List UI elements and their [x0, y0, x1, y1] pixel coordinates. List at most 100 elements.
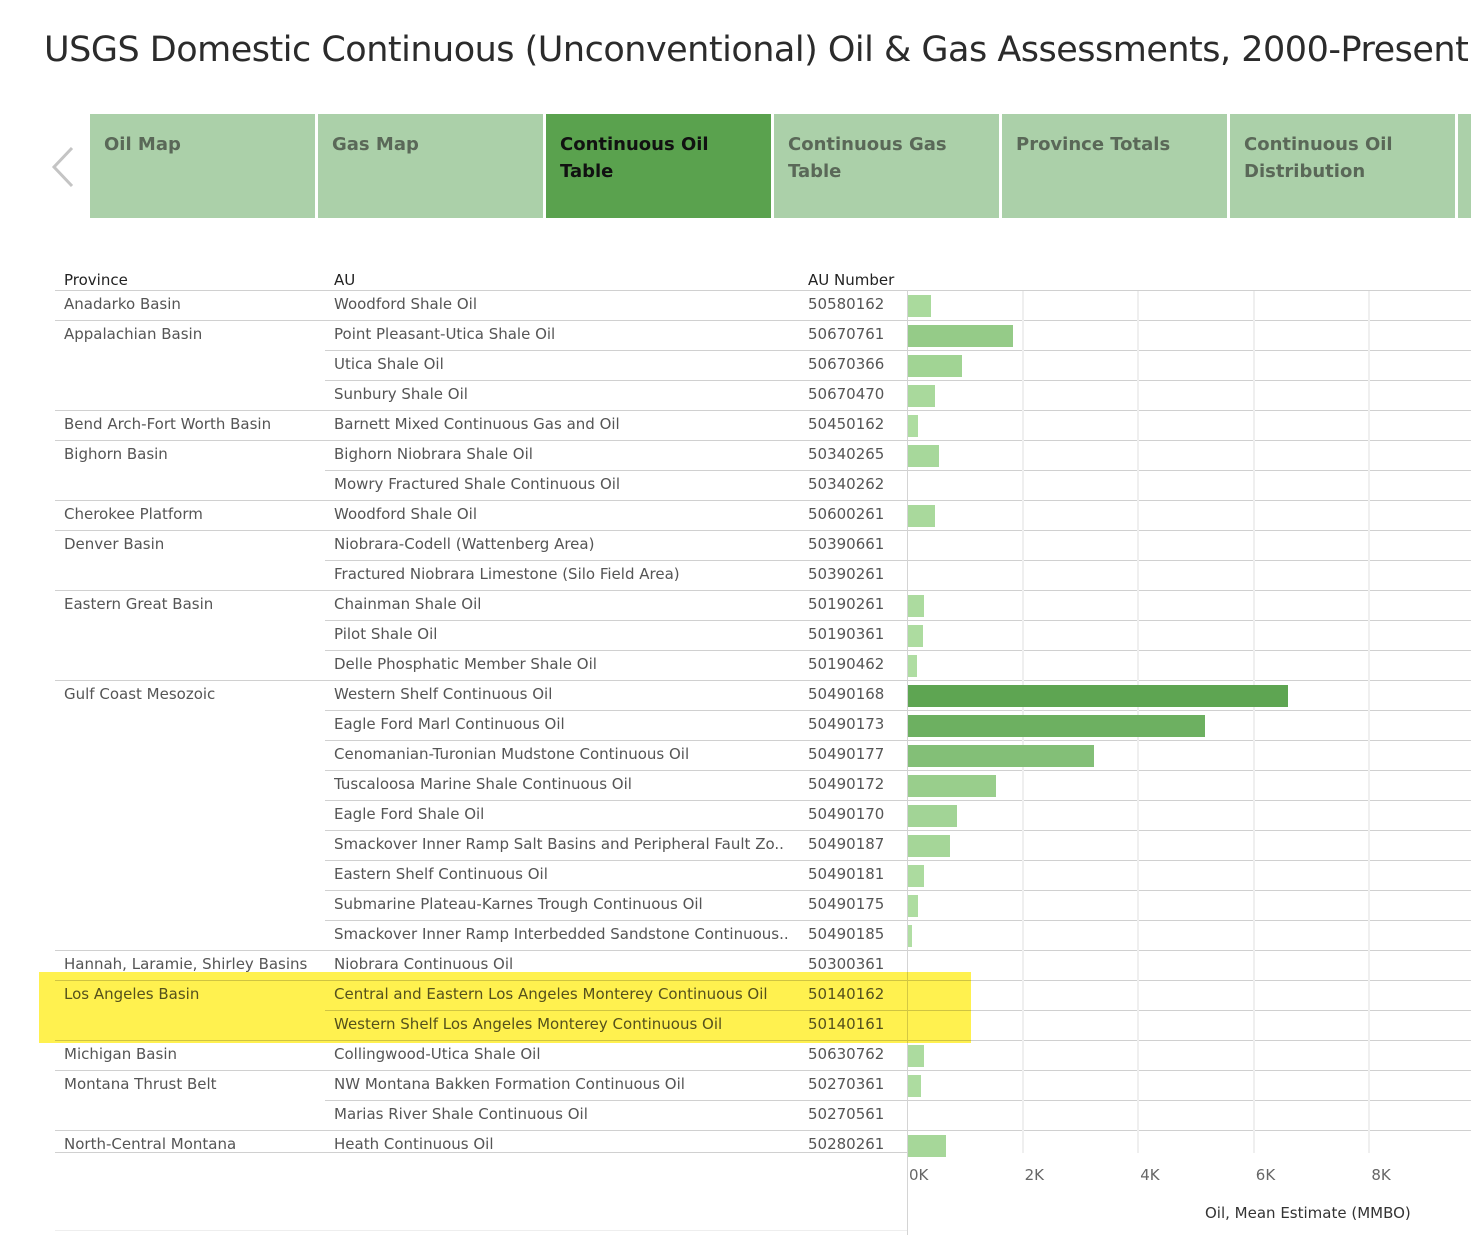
bar-50270361[interactable] [908, 1075, 922, 1097]
bar-50600261[interactable] [908, 505, 935, 527]
row-divider [55, 500, 1471, 501]
row-divider [325, 920, 1471, 921]
au-cell: Pilot Shale Oil [334, 625, 438, 643]
y-axis-line [907, 290, 908, 1235]
au-cell: Eastern Shelf Continuous Oil [334, 865, 548, 883]
row-divider [55, 410, 1471, 411]
tab-more[interactable] [1458, 114, 1471, 218]
x-axis-title: Oil, Mean Estimate (MMBO) [1205, 1204, 1411, 1222]
row-divider [325, 470, 1471, 471]
chevron-left-icon[interactable] [48, 144, 78, 190]
row-divider [55, 950, 1471, 951]
au-cell: Barnett Mixed Continuous Gas and Oil [334, 415, 620, 433]
row-divider [325, 830, 1471, 831]
bar-50340265[interactable] [908, 445, 940, 467]
tab-label: Continuous Oil Table [560, 134, 709, 182]
au-number-cell: 50340265 [808, 445, 885, 463]
row-divider [325, 710, 1471, 711]
x-tick-label: 6K [1255, 1166, 1276, 1184]
bar-50670366[interactable] [908, 355, 962, 377]
tab-label: Gas Map [332, 134, 419, 155]
au-number-cell: 50270561 [808, 1105, 885, 1123]
au-cell: Western Shelf Continuous Oil [334, 685, 553, 703]
bar-50490172[interactable] [908, 775, 996, 797]
header-province: Province [64, 271, 128, 289]
province-cell: Bend Arch-Fort Worth Basin [64, 415, 272, 433]
bar-50490170[interactable] [908, 805, 958, 827]
au-cell: Tuscaloosa Marine Shale Continuous Oil [334, 775, 632, 793]
au-number-cell: 50670366 [808, 355, 885, 373]
row-divider [325, 1100, 1471, 1101]
bar-50580162[interactable] [908, 295, 931, 317]
province-cell: Eastern Great Basin [64, 595, 214, 613]
province-cell: Hannah, Laramie, Shirley Basins [64, 955, 308, 973]
bar-50630762[interactable] [908, 1045, 925, 1067]
bar-50450162[interactable] [908, 415, 919, 437]
row-divider [55, 1130, 1471, 1131]
row-divider [325, 770, 1471, 771]
au-number-cell: 50630762 [808, 1045, 885, 1063]
au-number-cell: 50300361 [808, 955, 885, 973]
tab-continuous-oil-table[interactable]: Continuous Oil Table [546, 114, 771, 218]
row-divider [55, 1070, 1471, 1071]
row-divider [55, 440, 1471, 441]
bar-50490173[interactable] [908, 715, 1206, 737]
bar-50280261[interactable] [908, 1135, 946, 1157]
tab-province-totals[interactable]: Province Totals [1002, 114, 1227, 218]
au-number-cell: 50190361 [808, 625, 885, 643]
row-divider [325, 560, 1471, 561]
au-cell: Smackover Inner Ramp Interbedded Sandsto… [334, 925, 789, 943]
row-divider [325, 740, 1471, 741]
province-cell: Michigan Basin [64, 1045, 177, 1063]
au-cell: Heath Continuous Oil [334, 1135, 494, 1153]
tab-continuous-gas-table[interactable]: Continuous Gas Table [774, 114, 999, 218]
bar-50190462[interactable] [908, 655, 917, 677]
x-tick-label: 4K [1140, 1166, 1160, 1184]
province-cell: North-Central Montana [64, 1135, 237, 1153]
province-cell: Appalachian Basin [64, 325, 203, 343]
au-cell: Woodford Shale Oil [334, 505, 478, 523]
au-number-cell: 50390661 [808, 535, 885, 553]
x-tick-label: 8K [1371, 1166, 1391, 1184]
au-number-cell: 50490173 [808, 715, 885, 733]
row-divider [325, 350, 1471, 351]
bar-50490177[interactable] [908, 745, 1095, 767]
bar-50490185[interactable] [908, 925, 913, 947]
bar-50490168[interactable] [908, 685, 1288, 707]
tab-continuous-oil-distribution[interactable]: Continuous Oil Distribution [1230, 114, 1455, 218]
bar-50490175[interactable] [908, 895, 919, 917]
row-divider [55, 590, 1471, 591]
highlight-los-angeles-basin [39, 972, 971, 1043]
province-cell: Bighorn Basin [64, 445, 168, 463]
footer-border [55, 1230, 907, 1231]
au-number-cell: 50580162 [808, 295, 885, 313]
au-cell: Mowry Fractured Shale Continuous Oil [334, 475, 621, 493]
au-cell: Niobrara-Codell (Wattenberg Area) [334, 535, 595, 553]
au-cell: Smackover Inner Ramp Salt Basins and Per… [334, 835, 784, 853]
header-au: AU [334, 271, 356, 289]
bar-50190361[interactable] [908, 625, 924, 647]
row-divider [325, 380, 1471, 381]
bar-50670470[interactable] [908, 385, 935, 407]
row-divider [325, 800, 1471, 801]
row-divider [325, 620, 1471, 621]
gridline [1252, 291, 1255, 1153]
tab-label: Continuous Oil Distribution [1244, 134, 1393, 182]
bar-50190261[interactable] [908, 595, 925, 617]
au-cell: Cenomanian-Turonian Mudstone Continuous … [334, 745, 690, 763]
au-cell: Point Pleasant-Utica Shale Oil [334, 325, 556, 343]
tab-oil-map[interactable]: Oil Map [90, 114, 315, 218]
page-title: USGS Domestic Continuous (Unconventional… [44, 30, 1469, 70]
bar-50490181[interactable] [908, 865, 925, 887]
au-cell: Submarine Plateau-Karnes Trough Continuo… [334, 895, 703, 913]
tab-gas-map[interactable]: Gas Map [318, 114, 543, 218]
gridline [1368, 291, 1371, 1153]
bar-50670761[interactable] [908, 325, 1013, 347]
row-divider [325, 650, 1471, 651]
header-divider [55, 290, 1471, 291]
bar-50490187[interactable] [908, 835, 950, 857]
header-au-number: AU Number [808, 271, 895, 289]
province-cell: Anadarko Basin [64, 295, 181, 313]
row-divider [325, 890, 1471, 891]
au-number-cell: 50490168 [808, 685, 885, 703]
